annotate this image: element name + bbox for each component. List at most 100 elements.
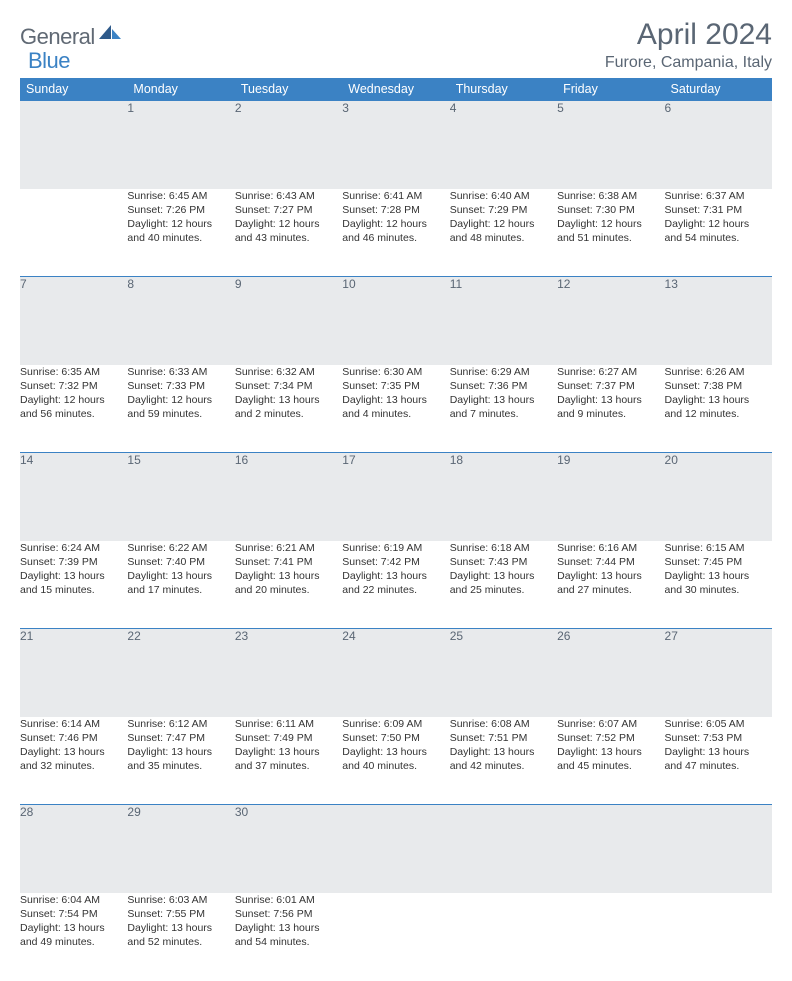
day-number: 3 <box>342 101 449 189</box>
day-line: Daylight: 13 hours <box>450 569 557 583</box>
dayhdr-fri: Friday <box>557 78 664 101</box>
day-line: Sunrise: 6:40 AM <box>450 189 557 203</box>
dayhdr-tue: Tuesday <box>235 78 342 101</box>
day-line: Sunset: 7:47 PM <box>127 731 234 745</box>
day-line: Sunrise: 6:19 AM <box>342 541 449 555</box>
day-content <box>20 189 127 277</box>
day-line: Sunset: 7:34 PM <box>235 379 342 393</box>
day-line: Sunrise: 6:32 AM <box>235 365 342 379</box>
day-line: Sunrise: 6:45 AM <box>127 189 234 203</box>
day-line: and 59 minutes. <box>127 407 234 421</box>
day-line: Daylight: 13 hours <box>235 745 342 759</box>
day-line: and 48 minutes. <box>450 231 557 245</box>
day-line: Sunrise: 6:21 AM <box>235 541 342 555</box>
day-line: Daylight: 13 hours <box>342 745 449 759</box>
day-number: 4 <box>450 101 557 189</box>
day-line: Sunrise: 6:26 AM <box>665 365 772 379</box>
day-line: and 7 minutes. <box>450 407 557 421</box>
day-number: 30 <box>235 805 342 893</box>
day-line: Sunset: 7:30 PM <box>557 203 664 217</box>
day-line: Sunrise: 6:27 AM <box>557 365 664 379</box>
logo-text-blue-wrap: Blue <box>28 48 70 74</box>
day-number: 7 <box>20 277 127 365</box>
day-content: Sunrise: 6:07 AMSunset: 7:52 PMDaylight:… <box>557 717 664 805</box>
day-content: Sunrise: 6:03 AMSunset: 7:55 PMDaylight:… <box>127 893 234 981</box>
day-line: Sunset: 7:51 PM <box>450 731 557 745</box>
day-line: Sunset: 7:28 PM <box>342 203 449 217</box>
day-number: 10 <box>342 277 449 365</box>
day-line: Sunrise: 6:14 AM <box>20 717 127 731</box>
day-line: Sunset: 7:39 PM <box>20 555 127 569</box>
day-content: Sunrise: 6:09 AMSunset: 7:50 PMDaylight:… <box>342 717 449 805</box>
day-content: Sunrise: 6:12 AMSunset: 7:47 PMDaylight:… <box>127 717 234 805</box>
day-line: and 25 minutes. <box>450 583 557 597</box>
day-line: Sunset: 7:27 PM <box>235 203 342 217</box>
day-line: and 30 minutes. <box>665 583 772 597</box>
day-line: and 12 minutes. <box>665 407 772 421</box>
day-content: Sunrise: 6:43 AMSunset: 7:27 PMDaylight:… <box>235 189 342 277</box>
day-line: Daylight: 12 hours <box>557 217 664 231</box>
day-line: Sunset: 7:55 PM <box>127 907 234 921</box>
daynum-row: 78910111213 <box>20 277 772 365</box>
day-line: and 32 minutes. <box>20 759 127 773</box>
day-line: Daylight: 13 hours <box>235 921 342 935</box>
day-line: and 17 minutes. <box>127 583 234 597</box>
location: Furore, Campania, Italy <box>605 54 772 72</box>
day-line: Daylight: 13 hours <box>20 921 127 935</box>
day-number: 12 <box>557 277 664 365</box>
day-content: Sunrise: 6:21 AMSunset: 7:41 PMDaylight:… <box>235 541 342 629</box>
day-line: Sunrise: 6:29 AM <box>450 365 557 379</box>
dayhdr-mon: Monday <box>127 78 234 101</box>
content-row: Sunrise: 6:45 AMSunset: 7:26 PM Daylight:… <box>20 189 772 277</box>
day-number: 28 <box>20 805 127 893</box>
day-line: Sunset: 7:49 PM <box>235 731 342 745</box>
day-line: Daylight: 13 hours <box>20 569 127 583</box>
day-content: Sunrise: 6:22 AMSunset: 7:40 PMDaylight:… <box>127 541 234 629</box>
day-line: Daylight: 13 hours <box>450 745 557 759</box>
day-content: Sunrise: 6:37 AMSunset: 7:31 PMDaylight:… <box>665 189 772 277</box>
day-line: and 15 minutes. <box>20 583 127 597</box>
day-line: Daylight: 13 hours <box>557 569 664 583</box>
day-content: Sunrise: 6:11 AMSunset: 7:49 PMDaylight:… <box>235 717 342 805</box>
day-line: Daylight: 12 hours <box>20 393 127 407</box>
day-line: Daylight: 13 hours <box>557 745 664 759</box>
day-line: Sunset: 7:36 PM <box>450 379 557 393</box>
daynum-row: 14151617181920 <box>20 453 772 541</box>
day-line: and 4 minutes. <box>342 407 449 421</box>
day-line: and 54 minutes. <box>235 935 342 949</box>
daynum-row: 123456 <box>20 101 772 189</box>
day-line: Sunset: 7:38 PM <box>665 379 772 393</box>
day-number: 9 <box>235 277 342 365</box>
day-line: Sunset: 7:56 PM <box>235 907 342 921</box>
day-number: 2 <box>235 101 342 189</box>
day-line: Daylight: 13 hours <box>557 393 664 407</box>
logo-text-blue: Blue <box>28 48 70 73</box>
day-line: Sunrise: 6:01 AM <box>235 893 342 907</box>
day-line: Daylight: 12 hours <box>342 217 449 231</box>
day-line: Sunrise: 6:22 AM <box>127 541 234 555</box>
day-line: Sunset: 7:52 PM <box>557 731 664 745</box>
day-line: Daylight: 13 hours <box>665 393 772 407</box>
day-content: Sunrise: 6:08 AMSunset: 7:51 PMDaylight:… <box>450 717 557 805</box>
dayhdr-thu: Thursday <box>450 78 557 101</box>
header: General April 2024 Furore, Campania, Ita… <box>20 18 772 72</box>
day-line: Sunset: 7:33 PM <box>127 379 234 393</box>
dayhdr-sun: Sunday <box>20 78 127 101</box>
day-content: Sunrise: 6:38 AMSunset: 7:30 PMDaylight:… <box>557 189 664 277</box>
day-line: and 49 minutes. <box>20 935 127 949</box>
day-line: Sunrise: 6:18 AM <box>450 541 557 555</box>
day-line: Daylight: 13 hours <box>127 569 234 583</box>
day-line: Sunset: 7:26 PM <box>127 203 234 217</box>
day-content: Sunrise: 6:30 AMSunset: 7:35 PMDaylight:… <box>342 365 449 453</box>
day-line: and 56 minutes. <box>20 407 127 421</box>
day-line: and 47 minutes. <box>665 759 772 773</box>
day-line: Sunrise: 6:41 AM <box>342 189 449 203</box>
day-content: Sunrise: 6:33 AMSunset: 7:33 PMDaylight:… <box>127 365 234 453</box>
day-content: Sunrise: 6:18 AMSunset: 7:43 PMDaylight:… <box>450 541 557 629</box>
day-line: Sunrise: 6:35 AM <box>20 365 127 379</box>
day-line: Sunrise: 6:37 AM <box>665 189 772 203</box>
day-number: 17 <box>342 453 449 541</box>
day-number: 27 <box>665 629 772 717</box>
day-line: Daylight: 12 hours <box>450 217 557 231</box>
dayhdr-sat: Saturday <box>665 78 772 101</box>
